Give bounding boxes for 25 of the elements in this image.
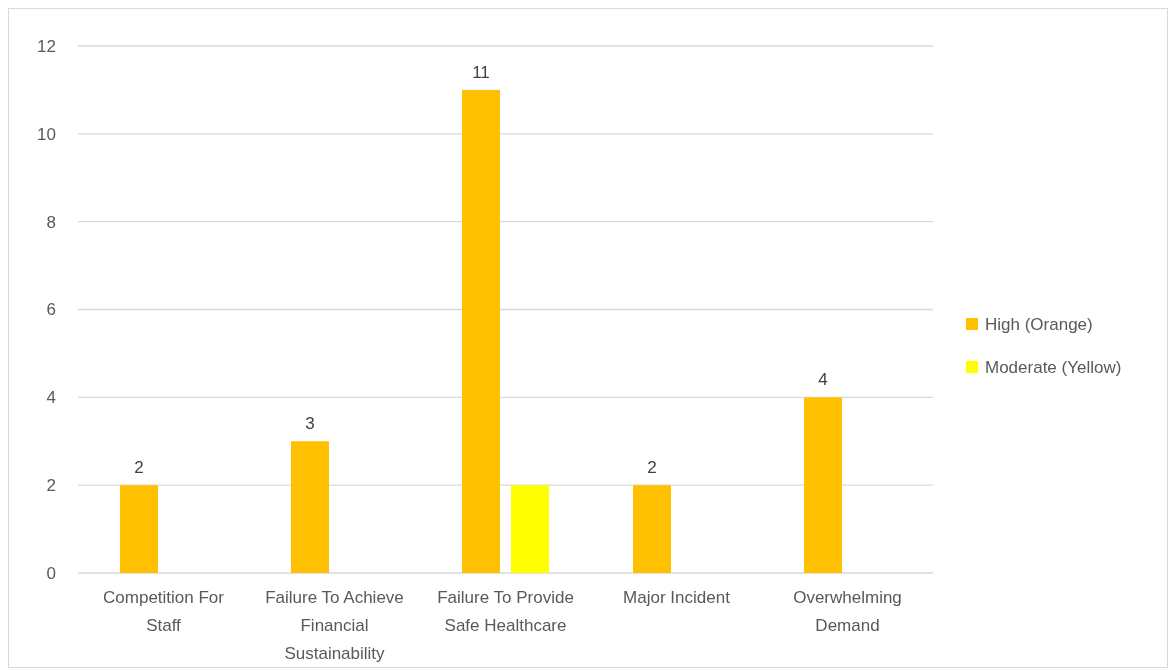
legend-label: High (Orange)	[985, 314, 1093, 334]
data-label: 2	[134, 458, 144, 478]
data-label: 3	[305, 414, 315, 434]
y-tick-label: 4	[46, 388, 56, 408]
data-label: 11	[472, 62, 490, 82]
y-tick-label: 10	[37, 124, 56, 144]
y-tick-label: 2	[46, 476, 56, 496]
x-tick-label: Failure To Achieve Financial Sustainability	[265, 588, 404, 663]
bar	[120, 485, 158, 573]
bar	[462, 89, 500, 573]
y-tick-label: 12	[37, 36, 56, 56]
y-tick-label: 0	[46, 563, 56, 583]
bar	[804, 397, 842, 573]
y-tick-label: 8	[46, 212, 56, 232]
x-tick-label: Major Incident	[623, 588, 731, 607]
bar	[291, 441, 329, 573]
data-label: 4	[818, 370, 828, 390]
y-tick-label: 6	[46, 300, 56, 320]
x-tick-label: Overwhelming Demand	[793, 588, 902, 635]
legend-label: Moderate (Yellow)	[985, 357, 1122, 377]
data-label: 2	[647, 458, 657, 478]
bar	[633, 485, 671, 573]
x-tick-label: Competition For Staff	[103, 588, 225, 635]
x-tick-label: Failure To Provide Safe Healthcare	[437, 588, 574, 635]
bar	[511, 485, 549, 573]
